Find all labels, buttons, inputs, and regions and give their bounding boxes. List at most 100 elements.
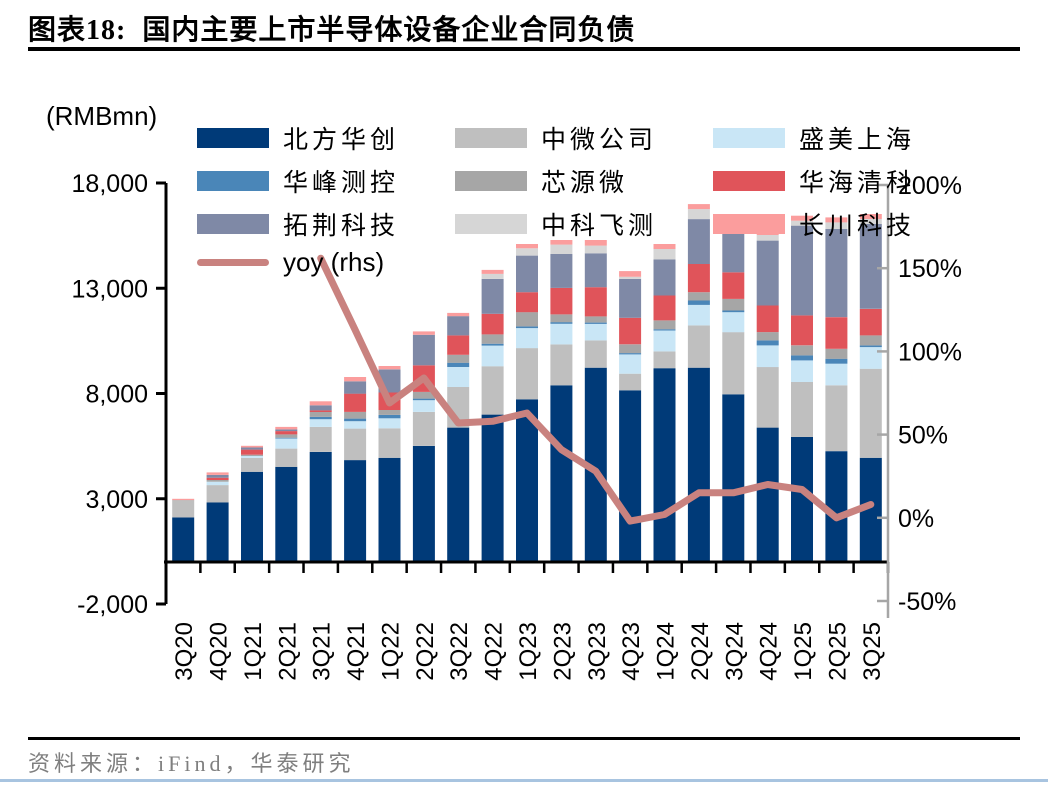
bar-segment <box>859 308 882 336</box>
bar-segment <box>687 300 710 305</box>
bar-segment <box>722 394 745 562</box>
bar-segment <box>206 480 229 482</box>
bar-segment <box>653 368 676 562</box>
x-axis-category-label: 3Q23 <box>584 622 611 681</box>
bar-segment <box>619 353 642 355</box>
bar-segment <box>516 255 538 293</box>
bar-segment <box>378 409 401 415</box>
bar-segment <box>584 240 607 246</box>
bar-segment <box>859 219 882 224</box>
bar-segment <box>275 431 298 435</box>
x-axis-category-label: 1Q23 <box>515 622 542 681</box>
bar-segment <box>275 466 298 562</box>
bar-segment <box>344 411 367 419</box>
x-axis-category-label: 4Q20 <box>206 622 233 681</box>
bar-segment <box>378 457 401 562</box>
right-axis-tick-label: 50% <box>898 422 948 450</box>
legend-item-中微公司: 中微公司 <box>455 120 657 156</box>
bar-segment <box>859 368 882 458</box>
left-axis-tick-label: 3,000 <box>85 486 148 514</box>
right-axis-tick-label: 0% <box>898 505 934 533</box>
bar-segment <box>653 259 676 296</box>
x-axis-category-label: 3Q20 <box>171 622 198 681</box>
chart-plot: 18,000 13,000 8,000 3,000 -2,000 3Q20 4Q20 1Q21… <box>72 170 962 681</box>
bar-segment <box>309 401 332 406</box>
bar-segment <box>344 428 367 461</box>
bar-segment <box>550 244 573 254</box>
bar-segment <box>481 313 504 335</box>
bar-segment <box>687 204 710 210</box>
bar-segment <box>378 414 401 419</box>
legend-line-swatch <box>197 259 269 266</box>
bar-segment <box>412 445 435 562</box>
bar-segment <box>241 455 263 458</box>
bar-segment <box>584 323 607 341</box>
legend-swatch <box>455 214 527 234</box>
bar-segment <box>791 345 813 356</box>
bar-segment <box>756 305 779 333</box>
legend-item-拓荆科技: 拓荆科技 <box>197 206 399 242</box>
bar-segment <box>447 316 470 336</box>
bar-segment <box>756 332 779 341</box>
bar-segment <box>206 475 229 478</box>
bar-segment <box>309 451 332 562</box>
x-axis-category-label: 3Q24 <box>721 622 748 681</box>
x-axis-category-label: 1Q24 <box>653 622 680 681</box>
left-axis-tick-label: -2,000 <box>77 591 148 619</box>
bar-segment <box>412 400 435 412</box>
bar-segment <box>481 345 504 367</box>
bar-segment <box>687 304 710 326</box>
left-axis-tick-label: 18,000 <box>72 170 148 198</box>
bar-segment <box>309 419 332 427</box>
x-axis-category-label: 2Q21 <box>274 622 301 681</box>
legend-label: 长川科技 <box>799 213 916 240</box>
bar-segment <box>275 437 298 439</box>
bar-segment <box>412 411 435 446</box>
chart-title: 图表18: 国内主要上市半导体设备企业合同负债 <box>28 15 636 46</box>
legend-label: 北方华创 <box>283 127 400 154</box>
bar-segment <box>791 225 813 316</box>
bar-segment <box>859 347 882 369</box>
bar-segment <box>275 434 298 438</box>
bar-segment <box>241 454 263 456</box>
x-axis-category-label: 3Q25 <box>859 622 886 681</box>
bar-segment <box>791 360 813 382</box>
right-axis-tick-label: 200% <box>898 172 962 200</box>
bar-segment <box>584 287 607 317</box>
bar-segment <box>825 229 848 318</box>
bar-segment <box>344 377 367 382</box>
bar-segment <box>859 224 882 309</box>
bar-segment <box>275 426 298 430</box>
bar-segment <box>584 322 607 324</box>
bar-segment <box>275 429 298 432</box>
legend-swatch <box>713 214 785 234</box>
bar-segment <box>756 235 779 241</box>
bar-segment <box>756 340 779 346</box>
bar-segment <box>378 418 401 429</box>
bar-segment <box>619 373 642 391</box>
bar-segment <box>241 449 263 455</box>
bar-segment <box>516 348 538 400</box>
bar-segment <box>344 381 367 394</box>
bar-segment <box>653 249 676 260</box>
bar-segment <box>653 244 676 249</box>
bar-segment <box>206 472 229 475</box>
legend-swatch <box>197 214 269 234</box>
bar-segment <box>619 271 642 277</box>
x-axis-category-label: 4Q24 <box>756 622 783 681</box>
bar-segment <box>309 412 332 417</box>
bar-segment <box>756 345 779 368</box>
legend-label: 拓荆科技 <box>283 213 400 240</box>
bar-segment <box>687 264 710 293</box>
bar-segment <box>550 322 573 324</box>
bar-segment <box>825 451 848 562</box>
title-underline <box>28 47 1020 51</box>
bar-segment <box>550 323 573 345</box>
bar-segment <box>825 317 848 349</box>
bar-segment <box>447 312 470 317</box>
x-axis-category-label: 4Q21 <box>343 622 370 681</box>
bar-segment <box>584 316 607 323</box>
bar-segment <box>859 214 882 219</box>
bar-segment <box>653 351 676 369</box>
